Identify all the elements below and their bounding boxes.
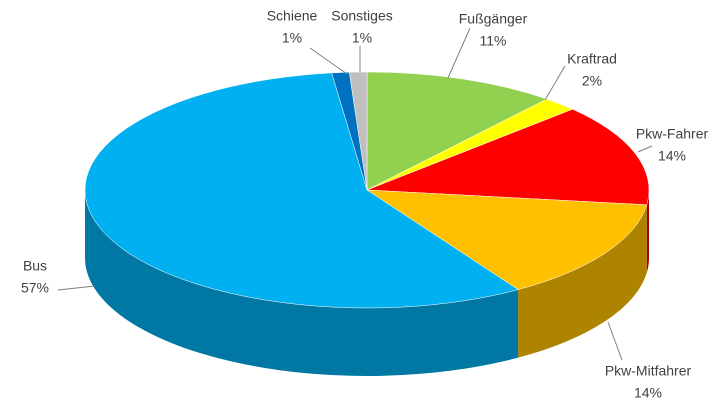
labels: Fußgänger 11% Kraftrad 2% Pkw-Fahrer 14% Pkw-M… — [21, 8, 709, 401]
slice — [84, 72, 519, 309]
leader-line — [544, 65, 566, 101]
leader-line — [57, 285, 96, 291]
slice — [366, 189, 648, 290]
category-label: Schiene — [267, 8, 318, 24]
value-label: 14% — [634, 385, 662, 401]
value-label: 1% — [352, 30, 372, 46]
slice-side — [518, 204, 647, 358]
leader-line — [607, 321, 623, 361]
slice-side — [85, 190, 519, 376]
value-label: 2% — [582, 73, 602, 89]
slice-sides — [85, 190, 649, 376]
slice-side — [646, 190, 649, 273]
slice — [349, 71, 368, 191]
leader-line — [447, 27, 471, 79]
value-label: 11% — [480, 33, 507, 49]
category-label: Bus — [23, 258, 47, 274]
category-label: Pkw-Fahrer — [636, 126, 709, 142]
category-label: Sonstiges — [331, 8, 392, 24]
category-label: Fußgänger — [459, 11, 528, 27]
category-label: Pkw-Mitfahrer — [605, 363, 692, 379]
leader-line — [637, 145, 653, 153]
leader-line — [309, 47, 348, 75]
slice — [366, 71, 548, 191]
category-label: Kraftrad — [567, 51, 617, 67]
slice — [366, 108, 650, 206]
value-label: 57% — [21, 280, 49, 296]
slice-tops — [84, 71, 650, 309]
value-label: 1% — [282, 30, 302, 46]
value-label: 14% — [658, 148, 686, 164]
